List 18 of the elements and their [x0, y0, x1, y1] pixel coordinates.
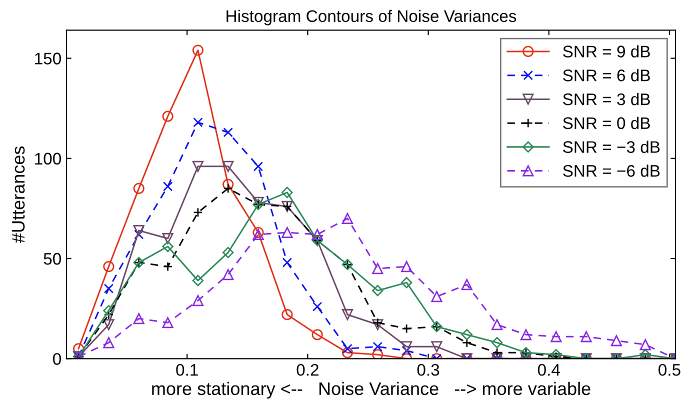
legend-label: SNR = −3 dB — [563, 140, 660, 153]
y-tick-label: 100 — [35, 152, 61, 165]
y-axis-title: #Utterances — [12, 146, 25, 244]
x-tick-label: 0.3 — [417, 364, 440, 376]
legend-label: SNR = 3 dB — [563, 92, 650, 106]
x-tick-label: 0.5 — [658, 364, 680, 376]
x-axis-title: more stationary <-- Noise Variance --> more variable — [152, 382, 590, 399]
legend-label: SNR = 0 dB — [563, 116, 650, 130]
y-tick-label: 50 — [44, 252, 61, 265]
y-tick-label: 150 — [35, 52, 61, 64]
legend-label: SNR = −6 dB — [563, 164, 660, 177]
x-tick-label: 0.4 — [538, 364, 560, 376]
legend-label: SNR = 9 dB — [563, 45, 650, 58]
chart-title: Histogram Contours of Noise Variances — [226, 10, 516, 26]
x-tick-label: 0.1 — [176, 364, 198, 376]
legend-label: SNR = 6 dB — [563, 69, 650, 82]
x-tick-label: 0.2 — [296, 364, 318, 376]
y-tick-label: 0 — [53, 353, 61, 365]
